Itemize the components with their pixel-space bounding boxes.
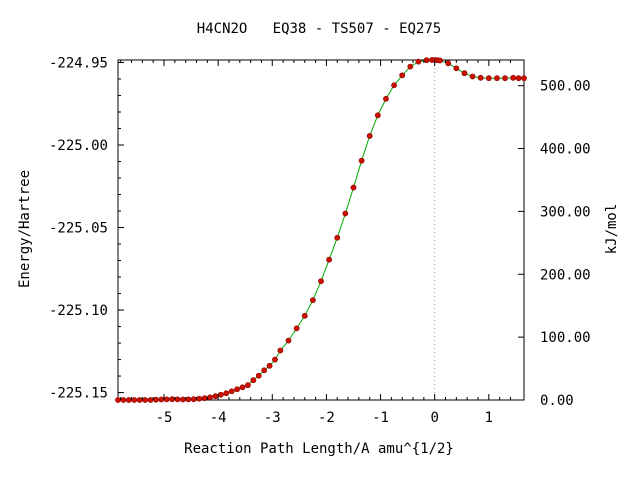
y2-tick-label: 0.00 [540,393,574,409]
data-point [342,210,349,217]
y-tick-label: -224.95 [49,55,108,71]
data-point [309,297,316,304]
data-point [142,397,148,403]
x-tick-label: 0 [430,410,438,426]
data-point [515,75,522,82]
data-point [318,278,324,285]
y-tick-label: -225.05 [49,221,108,237]
y-axis-label: Energy/Hartree [17,170,33,288]
chart-title: H4CN2O EQ38 - TS507 - EQ275 [197,21,441,37]
data-point [461,70,468,77]
data-point [174,396,181,403]
y2-tick-label: 100.00 [540,330,591,346]
data-point [185,396,192,403]
data-point [158,396,165,403]
x-tick-label: -1 [372,410,389,426]
data-point [374,112,381,119]
data-point [423,57,430,64]
y-axis-ticks: -224.95 -225.00 -225.05 -225.10 -225.15 [49,55,124,402]
y-tick-label: -225.00 [49,138,108,154]
data-point [152,396,159,403]
data-point [453,65,460,72]
data-point [445,60,452,67]
data-point [521,75,527,82]
data-point [180,396,186,403]
data-point [207,394,213,401]
data-point [228,388,235,395]
x-tick-label: -2 [318,410,335,426]
data-point [169,396,176,403]
data-point [147,397,154,403]
x-axis-ticks: -5 -4 -3 -2 -1 0 1 [120,60,511,426]
data-point [485,75,492,82]
x-tick-label: -4 [210,410,227,426]
data-points-layer [115,57,527,403]
data-point [261,367,268,374]
data-point [494,75,500,82]
data-point [502,75,508,82]
y-tick-label: -225.10 [49,303,108,319]
data-point [399,72,406,79]
data-point [277,347,284,354]
data-point [358,157,365,164]
data-point [301,312,308,319]
y2-tick-label: 500.00 [540,79,591,95]
data-point [163,396,170,403]
data-point [272,356,278,363]
y2-tick-label: 200.00 [540,267,591,283]
curve-layer [118,59,524,401]
data-point [469,73,476,80]
data-point [477,74,484,81]
data-point [212,393,219,400]
data-point [266,362,273,369]
data-point [131,397,138,403]
data-point [510,74,517,81]
y2-tick-label: 400.00 [540,142,591,158]
data-point [326,256,333,263]
x-tick-label: -3 [264,410,281,426]
data-point [120,397,127,403]
data-point [201,395,208,402]
plot-frame [117,59,525,401]
data-point [217,391,224,398]
data-point [391,82,397,89]
data-point [285,337,292,344]
data-point [350,184,357,191]
data-point [255,372,262,379]
data-point [293,325,300,332]
data-point [366,133,373,139]
x-tick-label: 1 [485,410,493,426]
data-point [115,397,121,403]
data-point [415,58,422,65]
y-tick-label: -225.15 [49,386,108,402]
y2-axis-ticks: 500.00 400.00 300.00 200.00 100.00 0.00 [518,79,591,409]
data-point [223,390,230,397]
y2-axis-label: kJ/mol [604,204,620,255]
x-tick-label: -5 [156,410,173,426]
y2-tick-label: 300.00 [540,204,591,220]
data-point [334,234,341,241]
data-point [239,384,246,391]
data-point [136,397,143,403]
data-point [437,57,443,64]
data-point [250,377,257,384]
x-axis-label: Reaction Path Length/A amu^{1/2} [184,441,454,457]
data-point [125,397,132,403]
data-point [407,63,414,70]
data-point [234,386,240,393]
data-point [245,382,251,389]
data-point [383,95,389,102]
data-point [190,396,197,403]
energy-curve-line [118,59,524,401]
data-point [196,395,203,402]
